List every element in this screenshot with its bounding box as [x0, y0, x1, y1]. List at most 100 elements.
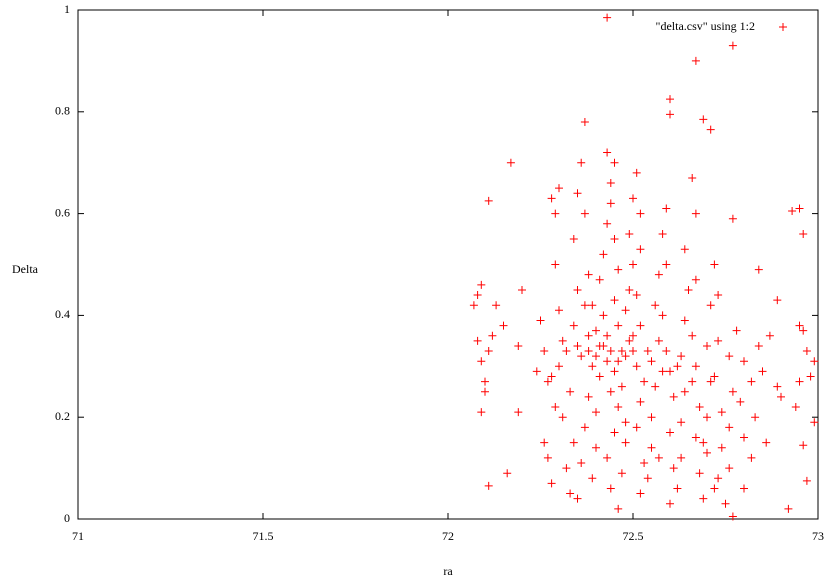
scatter-point	[754, 265, 763, 274]
scatter-point	[481, 387, 489, 396]
y-tick-label: 0.6	[55, 205, 70, 219]
scatter-point	[481, 377, 489, 386]
x-tick-label: 71.5	[253, 529, 274, 543]
scatter-point	[740, 357, 748, 366]
scatter-point	[473, 336, 482, 345]
scatter-point	[666, 428, 674, 437]
scatter-point	[632, 291, 641, 300]
scatter-point	[799, 441, 808, 450]
scatter-point	[621, 306, 630, 315]
scatter-point	[514, 408, 523, 417]
scatter-point	[703, 413, 711, 422]
scatter-point	[573, 494, 582, 503]
scatter-point	[577, 158, 586, 167]
scatter-point	[677, 418, 686, 427]
scatter-point	[540, 347, 549, 356]
scatter-point	[603, 219, 612, 228]
scatter-point	[606, 199, 615, 208]
scatter-point	[810, 357, 819, 366]
scatter-point	[603, 148, 612, 157]
scatter-point	[536, 316, 545, 325]
scatter-point	[551, 209, 560, 218]
scatter-point	[654, 336, 663, 345]
scatter-point	[592, 408, 600, 417]
scatter-point	[773, 296, 782, 305]
scatter-point	[762, 438, 771, 447]
scatter-point	[614, 357, 623, 366]
scatter-point	[621, 418, 630, 427]
scatter-point	[658, 311, 667, 320]
scatter-point	[728, 41, 737, 50]
scatter-point	[562, 464, 571, 473]
scatter-point	[580, 301, 589, 310]
scatter-point	[636, 397, 645, 406]
scatter-point	[640, 377, 649, 386]
scatter-point	[684, 285, 693, 294]
scatter-point	[691, 56, 700, 65]
legend-marker	[779, 23, 787, 31]
scatter-point	[577, 352, 586, 361]
scatter-point	[651, 301, 660, 310]
scatter-point	[728, 214, 737, 223]
scatter-point	[588, 474, 597, 483]
scatter-point	[647, 357, 656, 366]
scatter-point	[725, 464, 734, 473]
scatter-point	[610, 296, 619, 305]
scatter-point	[758, 367, 767, 376]
scatter-point	[658, 229, 667, 238]
scatter-point	[610, 235, 619, 244]
scatter-point	[643, 347, 652, 356]
scatter-point	[662, 347, 671, 356]
scatter-point	[810, 418, 819, 427]
scatter-point	[625, 285, 634, 294]
y-tick-label: 0.8	[55, 104, 70, 118]
scatter-point	[469, 301, 478, 310]
scatter-point	[477, 408, 486, 417]
scatter-point	[629, 194, 637, 203]
scatter-point	[547, 479, 556, 488]
scatter-point	[580, 423, 589, 432]
scatter-point	[802, 347, 811, 356]
scatter-point	[740, 484, 748, 493]
scatter-point	[717, 443, 726, 452]
scatter-point	[584, 270, 593, 279]
scatter-point	[736, 397, 745, 406]
scatter-point	[703, 341, 711, 350]
scatter-point	[629, 331, 637, 340]
x-axis-label: ra	[443, 564, 453, 578]
scatter-point	[784, 504, 793, 513]
scatter-point	[706, 301, 715, 310]
scatter-point	[610, 158, 619, 167]
scatter-point	[699, 494, 708, 503]
scatter-point	[588, 301, 597, 310]
scatter-point	[706, 377, 715, 386]
scatter-point	[555, 362, 563, 371]
scatter-point	[614, 265, 623, 274]
scatter-point	[636, 321, 645, 330]
scatter-point	[710, 372, 719, 381]
scatter-point	[632, 423, 641, 432]
scatter-point	[551, 403, 560, 412]
y-tick-label: 0.2	[55, 409, 70, 423]
scatter-point	[617, 347, 626, 356]
scatter-point	[714, 336, 723, 345]
scatter-point	[555, 184, 563, 193]
scatter-point	[636, 489, 645, 498]
scatter-point	[714, 474, 723, 483]
scatter-point	[477, 357, 486, 366]
scatter-point	[540, 438, 549, 447]
scatter-point	[765, 331, 774, 340]
scatter-point	[688, 331, 697, 340]
y-tick-label: 1	[64, 2, 70, 16]
scatter-point	[647, 413, 656, 422]
scatter-point	[484, 347, 493, 356]
scatter-point	[699, 115, 708, 124]
scatter-point	[499, 321, 508, 330]
scatter-point	[725, 423, 734, 432]
scatter-point	[732, 326, 741, 335]
scatter-point	[584, 392, 593, 401]
y-tick-label: 0	[64, 511, 70, 525]
scatter-point	[673, 362, 682, 371]
